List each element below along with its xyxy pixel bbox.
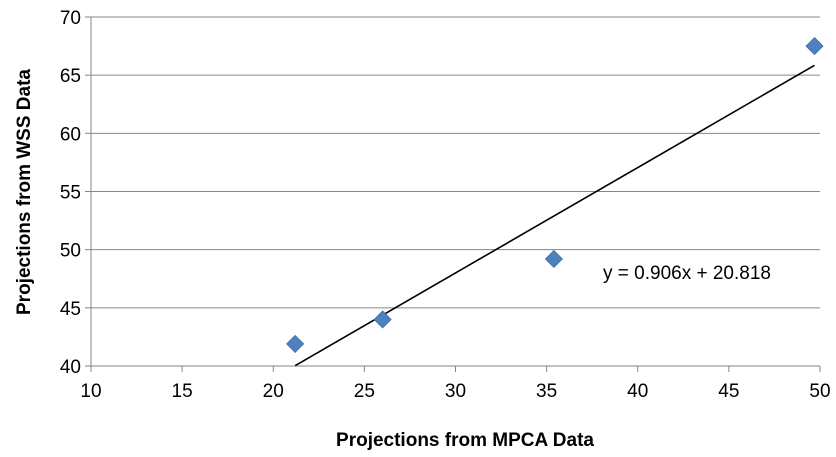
x-tick-label: 10 (80, 381, 101, 402)
data-points (286, 37, 824, 353)
x-tick-label: 15 (172, 381, 193, 402)
trendline-group (294, 64, 815, 367)
trendline (294, 64, 815, 367)
x-tick-label: 25 (354, 381, 375, 402)
x-axis-title: Projections from MPCA Data (336, 430, 594, 451)
x-tick-label: 50 (809, 381, 830, 402)
x-tick-label: 35 (536, 381, 557, 402)
data-point (373, 310, 392, 329)
grid-lines (91, 16, 820, 309)
y-tick-label: 50 (60, 241, 81, 262)
x-tick-labels: 10 15 20 25 30 35 40 45 50 (80, 381, 830, 402)
data-point (286, 334, 305, 353)
data-point (805, 37, 824, 56)
x-tick-label: 40 (627, 381, 648, 402)
x-tick-label: 30 (445, 381, 466, 402)
axes (85, 16, 821, 372)
y-tick-label: 55 (60, 183, 81, 204)
y-tick-label: 65 (60, 66, 81, 87)
y-tick-label: 45 (60, 299, 81, 320)
x-tick-label: 45 (718, 381, 739, 402)
y-tick-label: 40 (60, 357, 81, 378)
x-tick-label: 20 (263, 381, 284, 402)
y-axis-title: Projections from WSS Data (14, 69, 35, 315)
y-tick-labels: 40 45 50 55 60 65 70 (60, 8, 81, 378)
y-tick-label: 60 (60, 124, 81, 145)
trendline-equation: y = 0.906x + 20.818 (603, 263, 771, 284)
data-point (544, 249, 563, 269)
y-tick-label: 70 (60, 8, 81, 29)
